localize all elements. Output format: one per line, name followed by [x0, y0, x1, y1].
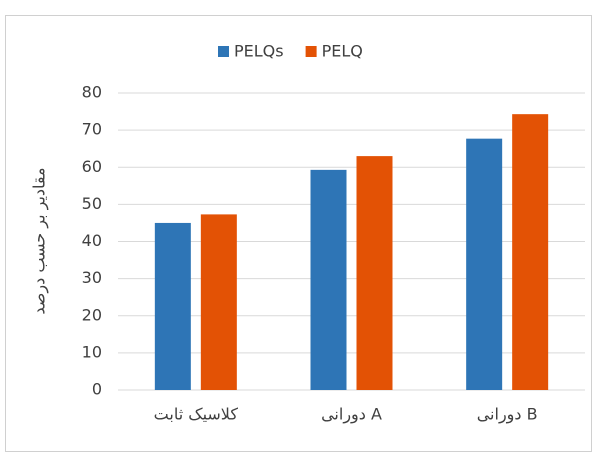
- bar: [512, 114, 549, 390]
- bar: [356, 156, 393, 390]
- legend-swatch: [218, 46, 229, 57]
- x-tick-label: کلاسیک ثابت: [154, 405, 239, 424]
- x-tick-label: دورانی B: [477, 405, 538, 425]
- bar: [466, 138, 503, 390]
- bar: [154, 222, 191, 390]
- y-tick-label: 40: [82, 231, 102, 250]
- y-axis-label: مقادیر بر حسب درصد: [30, 167, 50, 314]
- x-tick-label: دورانی A: [321, 405, 382, 425]
- y-tick-label: 0: [92, 380, 102, 399]
- y-tick-label: 60: [82, 157, 102, 176]
- y-tick-label: 10: [82, 342, 102, 361]
- bar: [200, 214, 237, 390]
- y-tick-label: 30: [82, 268, 102, 287]
- legend-label: PELQs: [234, 42, 284, 61]
- legend-swatch: [305, 46, 317, 57]
- bar: [310, 169, 347, 390]
- y-tick-label: 70: [82, 120, 102, 139]
- y-tick-label: 80: [82, 83, 102, 102]
- y-tick-label: 50: [82, 194, 102, 213]
- y-tick-label: 20: [82, 305, 102, 324]
- legend-label: PELQ: [322, 42, 363, 61]
